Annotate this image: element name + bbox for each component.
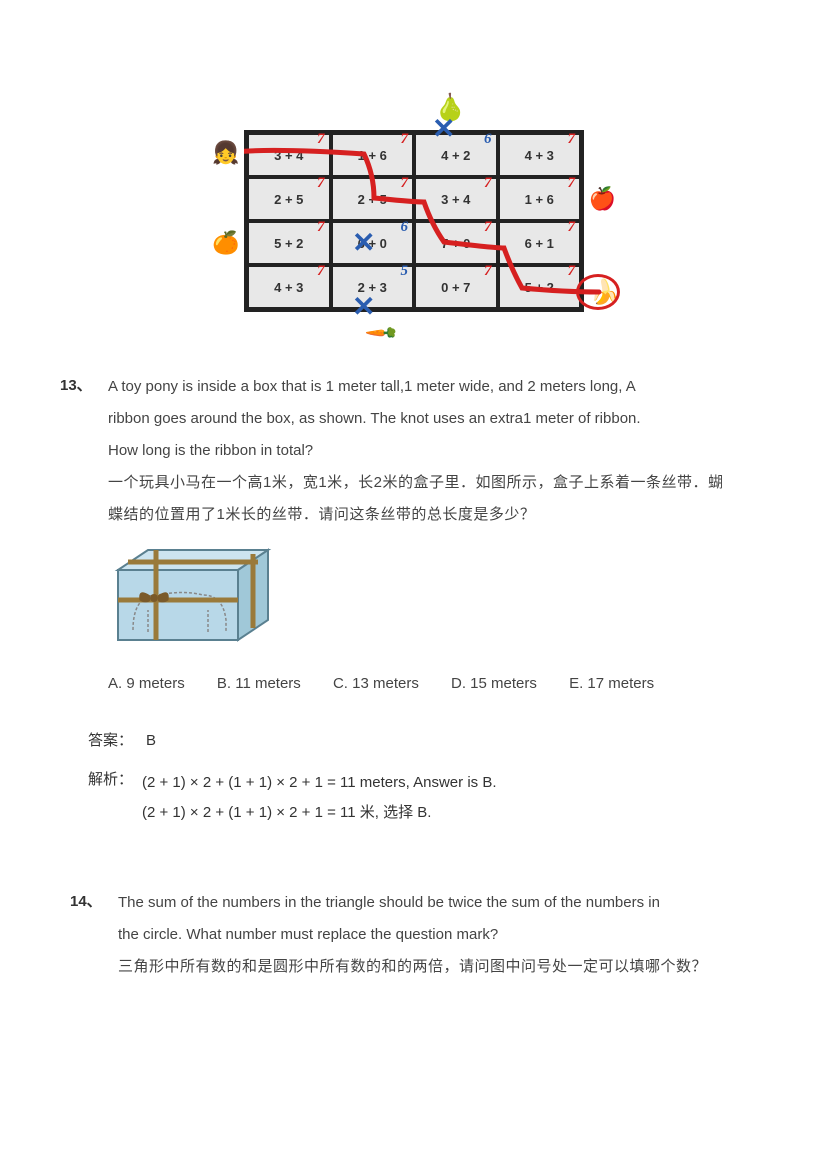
question-number: 14、 <box>70 888 118 984</box>
answer-row: 答案： B <box>88 729 768 750</box>
cell: 3 + 4 7 <box>414 177 498 221</box>
q13-en-line2: ribbon goes around the box, as shown. Th… <box>108 404 768 434</box>
cell-expr: 6 + 0 <box>358 236 387 251</box>
cell: 6 + 0 6 <box>331 221 415 265</box>
box-figure <box>108 540 288 661</box>
choice-c: C. 13 meters <box>333 675 419 692</box>
cell-sup: 6 <box>484 131 492 148</box>
choice-d: D. 15 meters <box>451 675 537 692</box>
question-body: The sum of the numbers in the triangle s… <box>118 888 768 984</box>
cell: 1 + 6 7 <box>498 177 582 221</box>
cell-sup: 7 <box>568 263 576 280</box>
question-number: 13、 <box>60 372 108 699</box>
cell-expr: 5 + 2 <box>525 280 554 295</box>
question-body: A toy pony is inside a box that is 1 met… <box>108 372 768 699</box>
pear-icon: 🍐 <box>434 92 466 123</box>
cell-expr: 4 + 2 <box>441 148 470 163</box>
analysis-line1: (2 + 1) × 2 + (1 + 1) × 2 + 1 = 11 meter… <box>142 768 768 798</box>
cell-expr: 1 + 6 <box>358 148 387 163</box>
cell: 0 + 7 7 <box>414 265 498 309</box>
cell-sup: 7 <box>317 131 325 148</box>
cell-sup: 6 <box>401 219 409 236</box>
grid-box: 3 + 4 7 1 + 6 7 4 + 2 6 4 + 3 7 2 + 5 7 2 + 5… <box>244 130 584 312</box>
cell-sup: 7 <box>401 131 409 148</box>
q13-en-line1: A toy pony is inside a box that is 1 met… <box>108 372 768 402</box>
cell-expr: 2 + 3 <box>358 280 387 295</box>
analysis-line2: (2 + 1) × 2 + (1 + 1) × 2 + 1 = 11 米, 选择… <box>142 798 768 828</box>
cell-sup: 7 <box>317 263 325 280</box>
cell-sup: 7 <box>317 219 325 236</box>
cell-sup: 7 <box>484 175 492 192</box>
q14-en-line1: The sum of the numbers in the triangle s… <box>118 888 768 918</box>
question-14: 14、 The sum of the numbers in the triang… <box>70 888 768 984</box>
analysis-row: 解析： (2 + 1) × 2 + (1 + 1) × 2 + 1 = 11 m… <box>88 768 768 828</box>
cell: 5 + 2 7 <box>498 265 582 309</box>
apple-icon: 🍎 <box>589 186 616 212</box>
cell: 2 + 5 7 <box>247 177 331 221</box>
cell-sup: 5 <box>401 263 409 280</box>
q14-en-line2: the circle. What number must replace the… <box>118 920 768 950</box>
cell: 6 + 1 7 <box>498 221 582 265</box>
page: 🍐 👧 🍎 🍊 🍌 🥕 3 + 47 1 + 67 4 + 26 4 + 37 … <box>0 0 828 984</box>
orange-icon: 🍊 <box>212 230 239 256</box>
answer-value: B <box>142 732 156 749</box>
cell-sup: 7 <box>401 175 409 192</box>
cell-sup: 7 <box>568 175 576 192</box>
cell-expr: 2 + 5 <box>358 192 387 207</box>
cell-sup: 7 <box>568 131 576 148</box>
cell: 4 + 3 7 <box>498 133 582 177</box>
analysis-label: 解析： <box>88 768 142 828</box>
cell: 4 + 3 7 <box>247 265 331 309</box>
cell-expr: 5 + 2 <box>274 236 303 251</box>
cell-sup: 7 <box>484 219 492 236</box>
choice-a: A. 9 meters <box>108 675 185 692</box>
cell-expr: 2 + 5 <box>274 192 303 207</box>
q13-cn-line1: 一个玩具小马在一个高1米，宽1米，长2米的盒子里．如图所示，盒子上系着一条丝带．… <box>108 468 768 498</box>
choice-e: E. 17 meters <box>569 675 654 692</box>
cell-expr: 7 + 0 <box>441 236 470 251</box>
face-icon: 👧 <box>212 140 239 166</box>
cell-expr: 0 + 7 <box>441 280 470 295</box>
question-13: 13、 A toy pony is inside a box that is 1… <box>60 372 768 699</box>
choice-b: B. 11 meters <box>217 675 301 692</box>
cell: 5 + 2 7 <box>247 221 331 265</box>
q13-en-line3: How long is the ribbon in total? <box>108 436 768 466</box>
analysis-body: (2 + 1) × 2 + (1 + 1) × 2 + 1 = 11 meter… <box>142 768 768 828</box>
cell-sup: 7 <box>568 219 576 236</box>
grid-maze-figure: 🍐 👧 🍎 🍊 🍌 🥕 3 + 47 1 + 67 4 + 26 4 + 37 … <box>244 130 584 312</box>
cell-expr: 1 + 6 <box>525 192 554 207</box>
cell-expr: 3 + 4 <box>441 192 470 207</box>
cell-expr: 3 + 4 <box>274 148 303 163</box>
cell: 3 + 4 7 <box>247 133 331 177</box>
cell: 1 + 6 7 <box>331 133 415 177</box>
cell-expr: 4 + 3 <box>525 148 554 163</box>
carrot-icon: 🥕 <box>363 314 401 352</box>
cell: 7 + 0 7 <box>414 221 498 265</box>
red-circle-icon <box>576 274 620 310</box>
choices: A. 9 meters B. 11 meters C. 13 meters D.… <box>108 669 768 699</box>
answer-label: 答案： <box>88 729 142 750</box>
cell-expr: 4 + 3 <box>274 280 303 295</box>
cell-expr: 6 + 1 <box>525 236 554 251</box>
cell-sup: 7 <box>317 175 325 192</box>
cell-sup: 7 <box>484 263 492 280</box>
q14-cn-line1: 三角形中所有数的和是圆形中所有数的和的两倍，请问图中问号处一定可以填哪个数？ <box>118 952 768 982</box>
q13-cn-line2: 蝶结的位置用了1米长的丝带．请问这条丝带的总长度是多少？ <box>108 500 768 530</box>
cell: 2 + 3 5 <box>331 265 415 309</box>
cell: 2 + 5 7 <box>331 177 415 221</box>
cell: 4 + 2 6 <box>414 133 498 177</box>
